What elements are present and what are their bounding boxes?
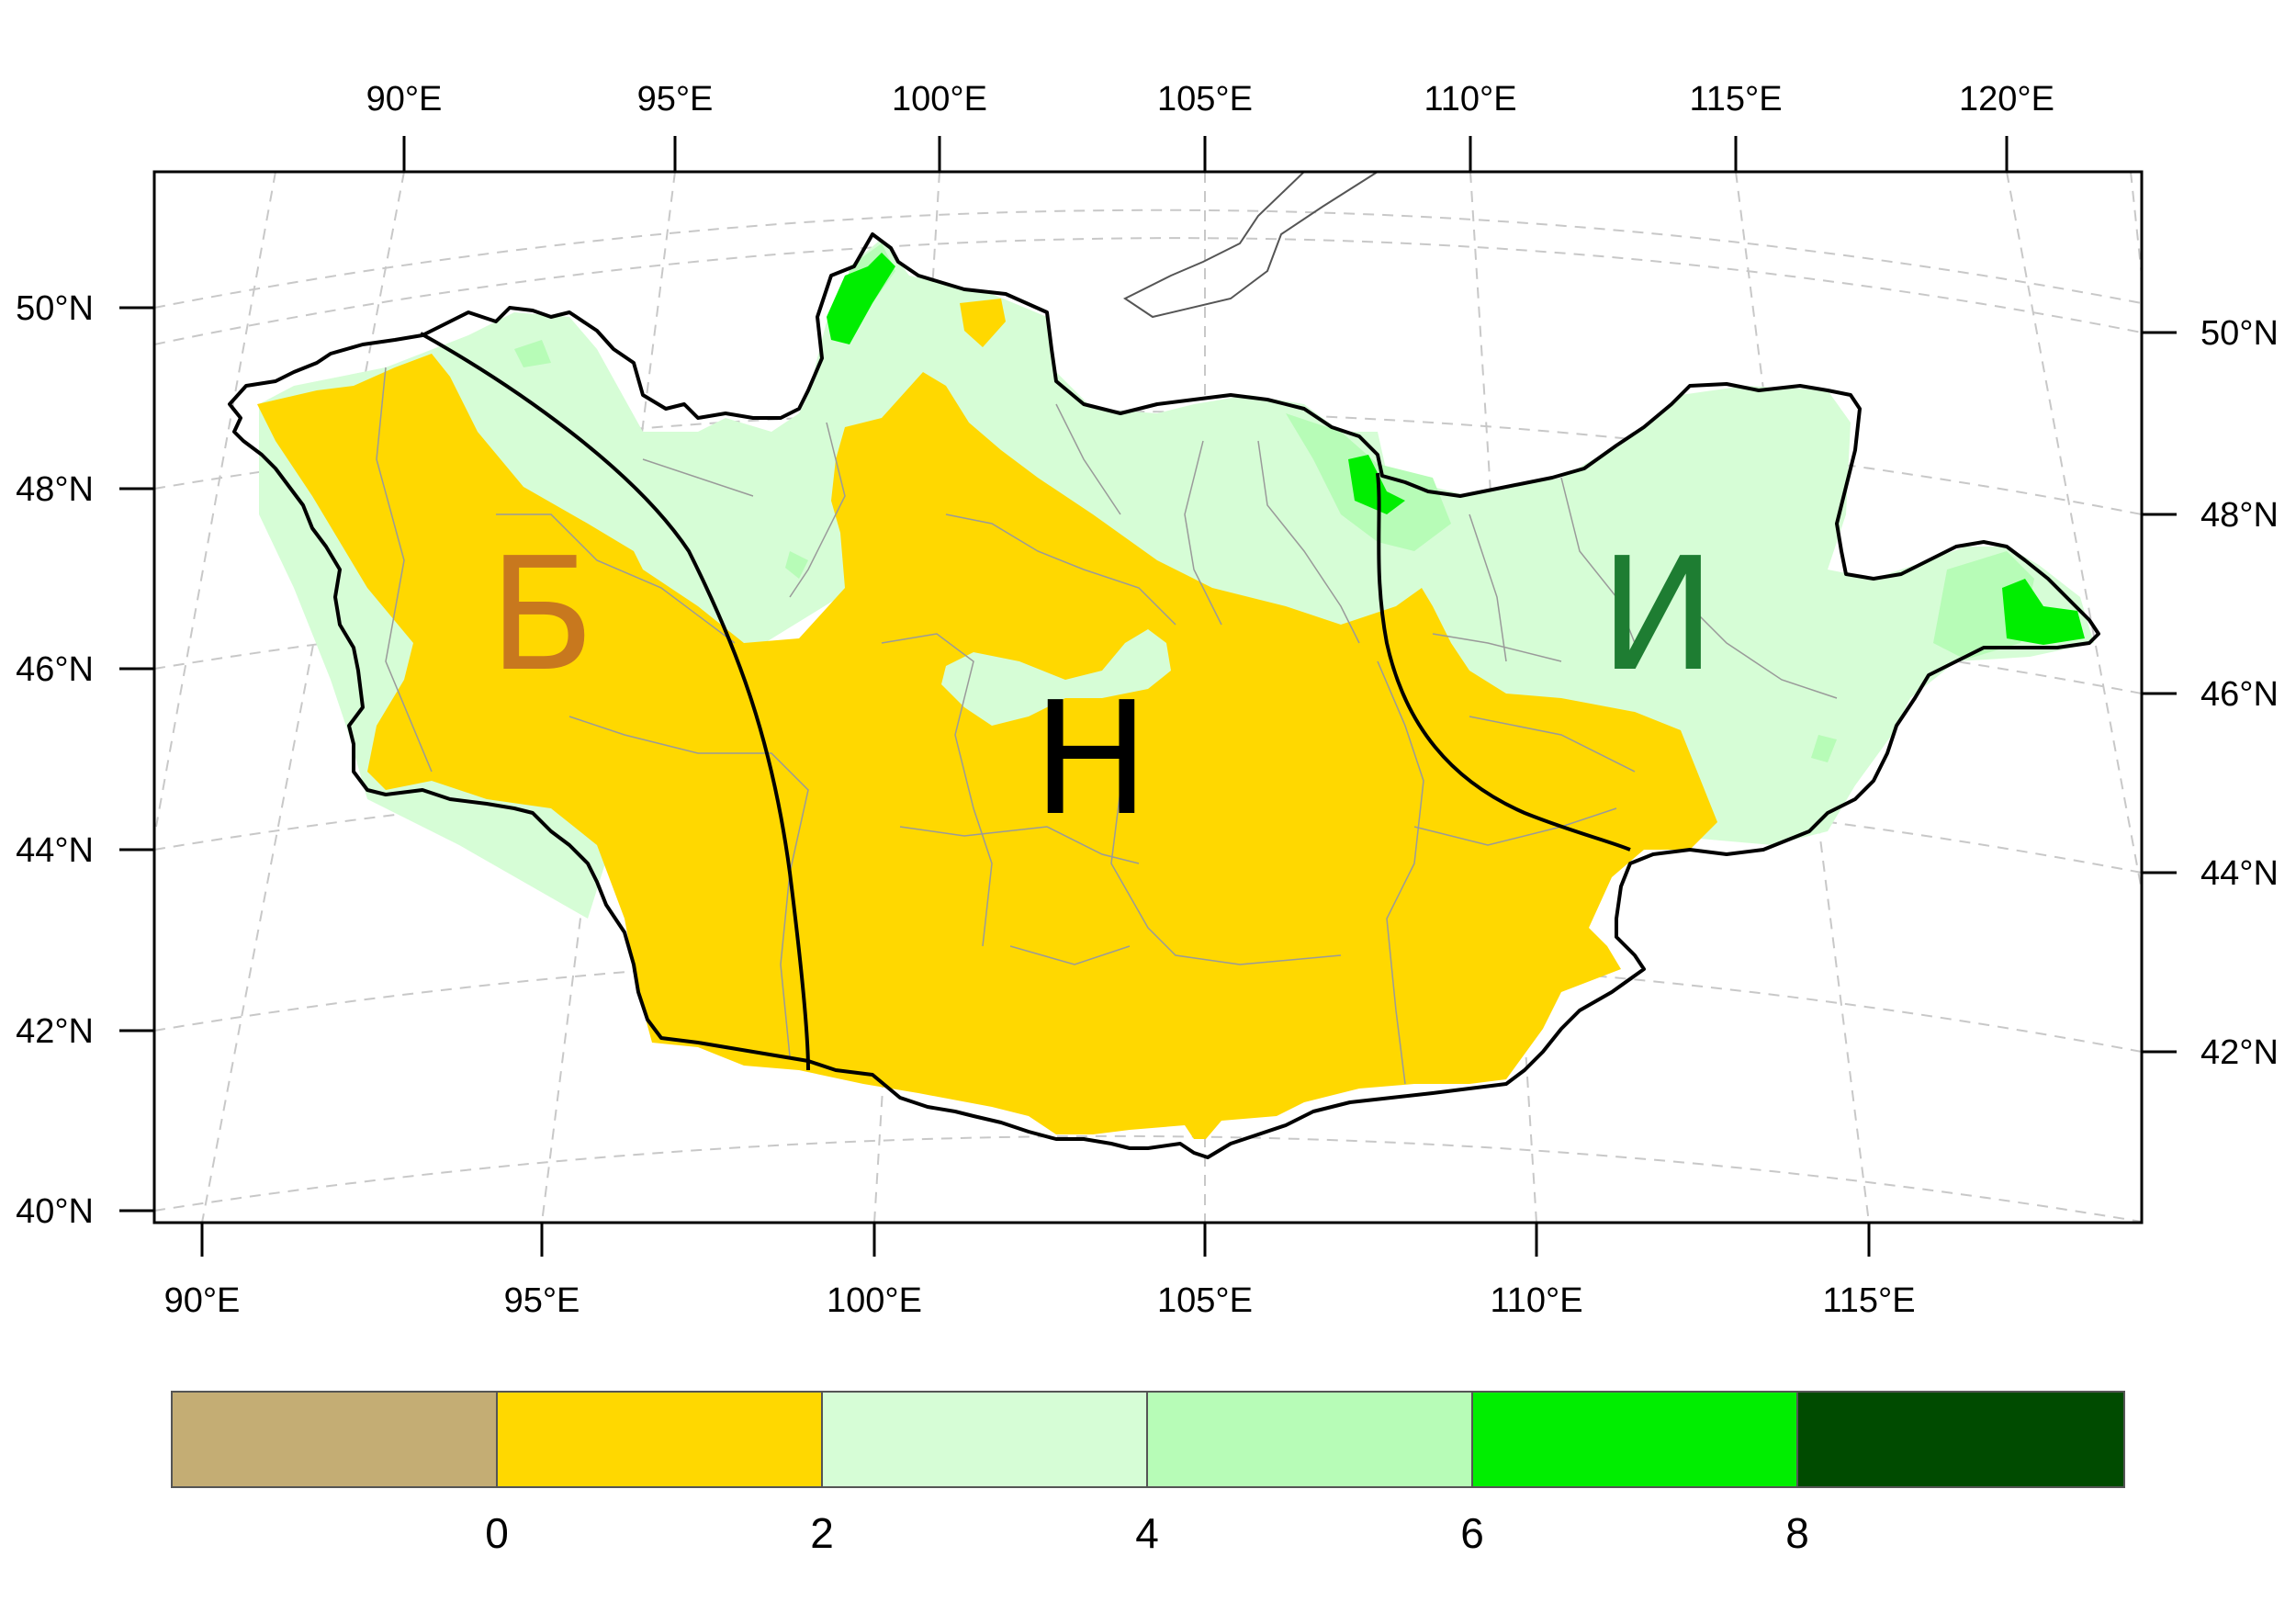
top-lon-label: 95°E bbox=[637, 80, 714, 118]
bottom-lon-label: 100°E bbox=[827, 1281, 922, 1320]
region-divider-lines bbox=[420, 332, 1631, 1071]
class-0-2-area bbox=[257, 354, 1717, 1139]
right-axis bbox=[2142, 331, 2177, 1054]
map-panel: Б Н И bbox=[152, 170, 2144, 1224]
top-lon-label: 110°E bbox=[1424, 80, 1516, 118]
colorbar-tick-label: 4 bbox=[1135, 1509, 1159, 1557]
region-label-east: И bbox=[1599, 525, 1716, 706]
bottom-lon-label: 105°E bbox=[1157, 1281, 1253, 1320]
colorbar: 0 2 4 6 8 bbox=[171, 1391, 2125, 1557]
left-axis bbox=[119, 306, 154, 1213]
top-lon-label: 120°E bbox=[1959, 80, 2054, 118]
class-0-2-north-spot bbox=[960, 299, 1006, 347]
northern-feature-line bbox=[1123, 171, 1379, 319]
left-lat-label: 42°N bbox=[16, 1012, 94, 1051]
colorbar-tick-label: 0 bbox=[485, 1509, 509, 1557]
west-central-divider bbox=[420, 332, 810, 1071]
top-lon-labels: 90°E 95°E 100°E 105°E 110°E 115°E 120°E bbox=[366, 80, 2054, 118]
colorbar-tick-label: 8 bbox=[1785, 1509, 1809, 1557]
colorbar-tick-label: 2 bbox=[810, 1509, 834, 1557]
left-lat-label: 44°N bbox=[16, 831, 94, 870]
country-outline bbox=[228, 232, 2100, 1159]
right-lat-label: 48°N bbox=[2200, 496, 2279, 535]
left-lat-label: 40°N bbox=[16, 1192, 94, 1231]
top-lon-label: 100°E bbox=[892, 80, 987, 118]
region-label-central: Н bbox=[1032, 669, 1150, 851]
bottom-lon-labels: 90°E 95°E 100°E 105°E 110°E 115°E bbox=[164, 1281, 1916, 1320]
colorbar-segment-1 bbox=[497, 1392, 822, 1487]
colorbar-segment-2 bbox=[822, 1392, 1147, 1487]
colorbar-tick-label: 6 bbox=[1460, 1509, 1484, 1557]
top-lon-label: 105°E bbox=[1157, 80, 1253, 118]
colorbar-segment-4 bbox=[1472, 1392, 1797, 1487]
bottom-axis bbox=[200, 1223, 1871, 1257]
colorbar-segment-0 bbox=[172, 1392, 497, 1487]
left-lat-labels: 50°N 48°N 46°N 44°N 42°N 40°N bbox=[16, 289, 94, 1231]
top-axis bbox=[402, 136, 2009, 172]
bottom-lon-label: 110°E bbox=[1490, 1281, 1582, 1320]
colorbar-segment-5 bbox=[1797, 1392, 2124, 1487]
bottom-lon-label: 90°E bbox=[164, 1281, 241, 1320]
bottom-lon-label: 115°E bbox=[1822, 1281, 1915, 1320]
left-lat-label: 48°N bbox=[16, 470, 94, 509]
class-2-4-enclave bbox=[941, 629, 1171, 726]
province-boundaries bbox=[376, 367, 1838, 1085]
top-lon-label: 90°E bbox=[366, 80, 443, 118]
right-lat-labels: 50°N 48°N 46°N 44°N 42°N bbox=[2200, 314, 2279, 1072]
left-lat-label: 50°N bbox=[16, 289, 94, 328]
colorbar-segment-3 bbox=[1147, 1392, 1472, 1487]
right-lat-label: 44°N bbox=[2200, 854, 2279, 893]
right-lat-label: 42°N bbox=[2200, 1033, 2279, 1072]
right-lat-label: 46°N bbox=[2200, 675, 2279, 714]
top-lon-label: 115°E bbox=[1689, 80, 1782, 118]
region-label-west: Б bbox=[489, 525, 596, 706]
central-east-divider bbox=[1376, 472, 1631, 852]
left-lat-label: 46°N bbox=[16, 650, 94, 689]
bottom-lon-label: 95°E bbox=[504, 1281, 580, 1320]
map-frame bbox=[152, 170, 2144, 1224]
right-lat-label: 50°N bbox=[2200, 314, 2279, 353]
